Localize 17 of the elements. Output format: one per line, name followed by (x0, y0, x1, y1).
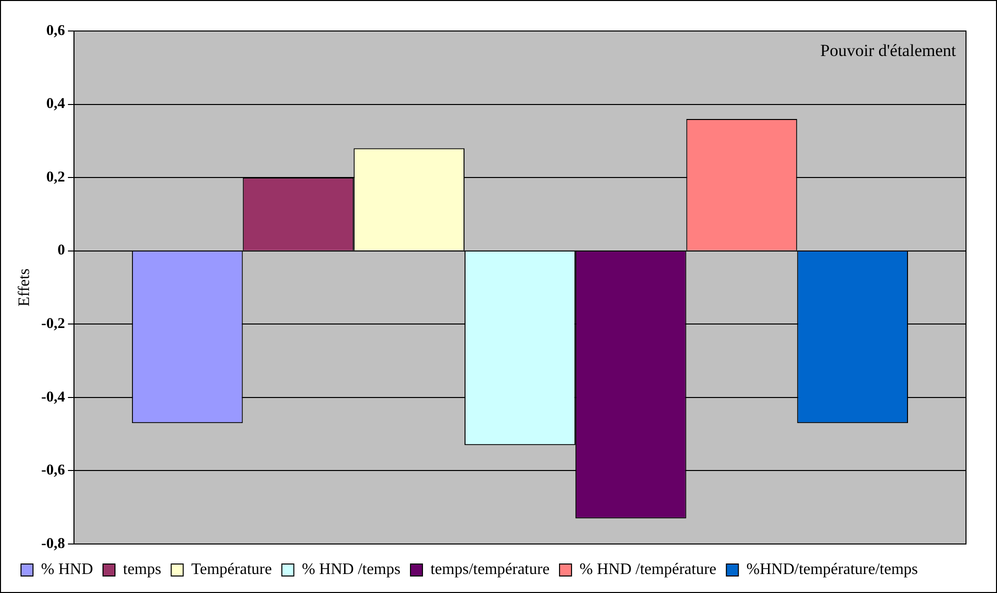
y-axis-title: Effets (16, 268, 33, 306)
legend-label: % HND /température (580, 561, 716, 578)
y-tick-label: -0,8 (41, 536, 65, 552)
legend-label: temps/température (430, 561, 550, 578)
y-tick-label: -0,2 (41, 316, 65, 332)
y-tick-label: 0,6 (46, 22, 66, 39)
y-tick-label: -0,6 (41, 462, 66, 479)
legend-label: % HND (41, 561, 93, 578)
legend-label: Température (191, 561, 272, 578)
legend-label: %HND/température/temps (746, 561, 918, 578)
y-tick-label: 0,4 (46, 96, 66, 112)
y-tick-label: 0,2 (46, 169, 65, 186)
y-tick-label: -0,4 (41, 389, 66, 406)
legend-label: % HND /temps (302, 561, 400, 578)
legend-label: temps (122, 561, 162, 578)
annotation: Pouvoir d'étalement (820, 40, 956, 60)
y-tick-label: 0 (57, 242, 65, 259)
